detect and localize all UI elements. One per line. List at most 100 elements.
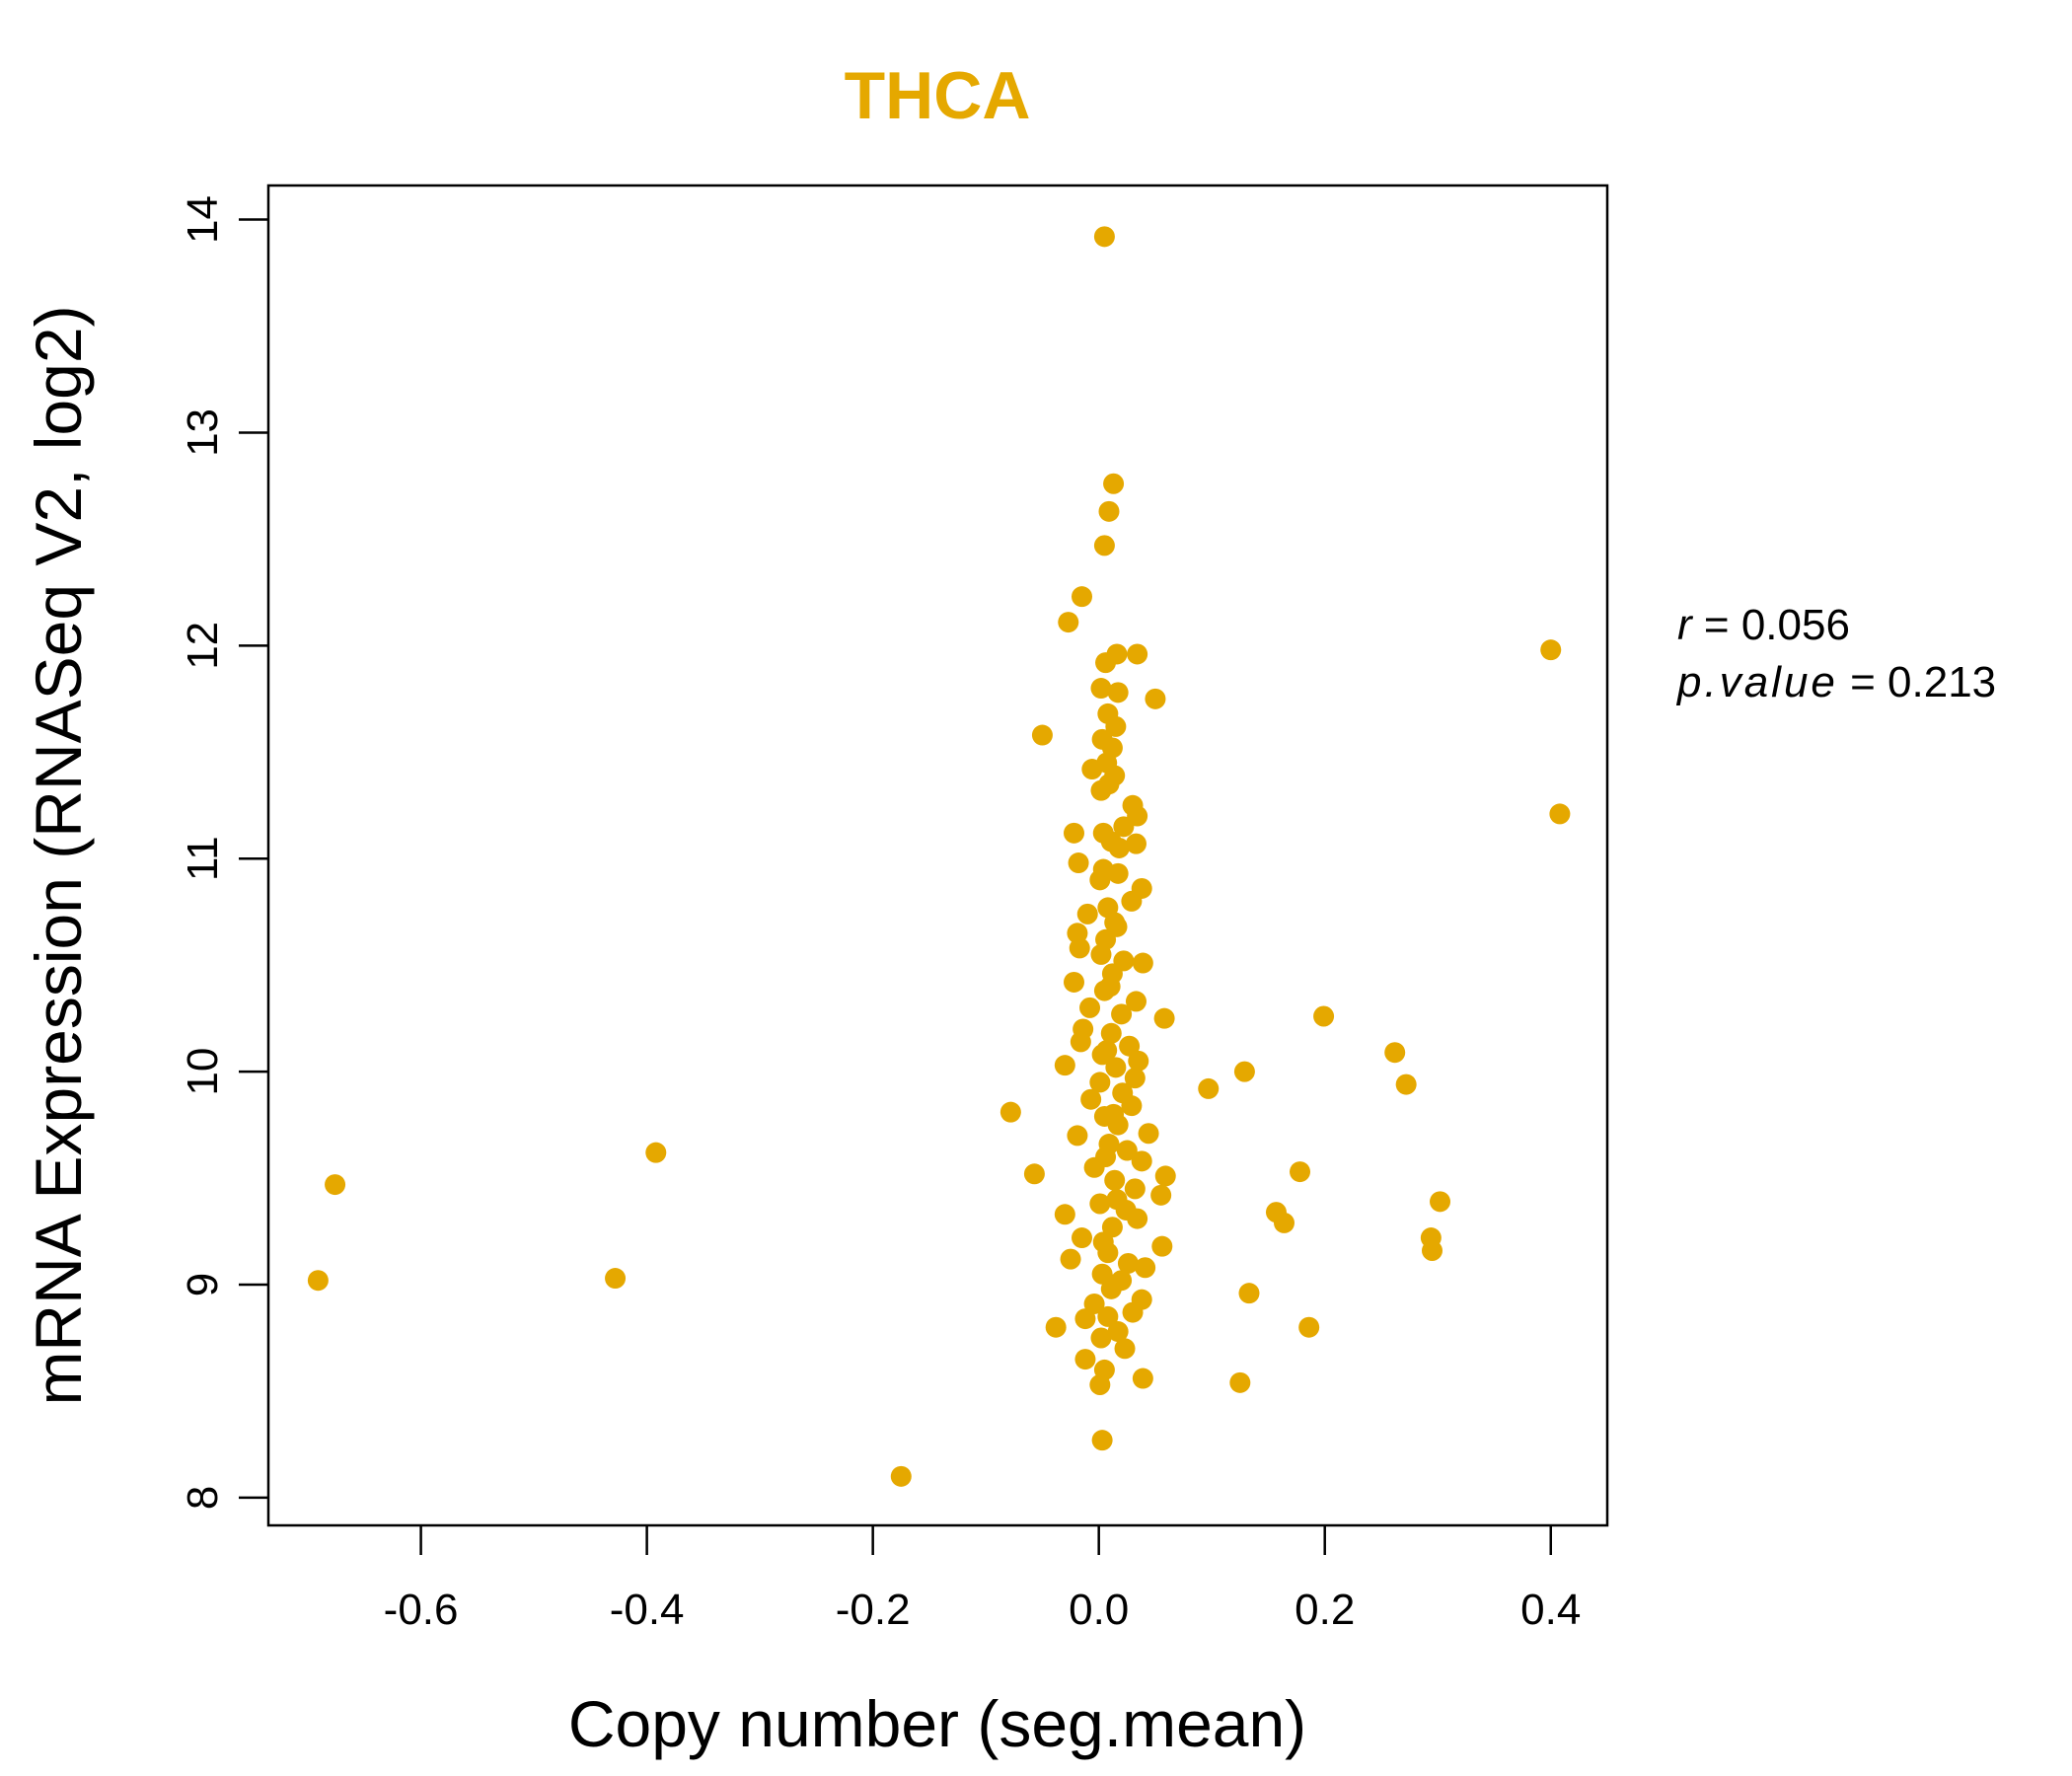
data-point (1076, 903, 1098, 925)
data-point (1128, 1050, 1149, 1072)
data-point (1132, 1368, 1153, 1389)
data-point (1089, 1193, 1111, 1215)
data-point (1070, 1031, 1091, 1053)
data-point (1105, 1057, 1127, 1078)
data-point (1095, 1146, 1117, 1167)
data-point (1121, 1095, 1143, 1117)
data-point (1093, 226, 1115, 248)
data-point (1135, 1257, 1156, 1279)
y-tick-label: 13 (179, 408, 227, 457)
data-point (1089, 1374, 1111, 1396)
x-axis-label: Copy number (seg.mean) (568, 1687, 1306, 1760)
data-point (1089, 1072, 1111, 1093)
data-point (1090, 678, 1112, 700)
data-point (1238, 1283, 1260, 1304)
data-point (1069, 937, 1090, 959)
data-point (1198, 1077, 1220, 1099)
data-point (1422, 1239, 1443, 1261)
data-point (1430, 1191, 1451, 1213)
data-point (1072, 586, 1093, 608)
data-point (1125, 991, 1147, 1012)
data-point (1138, 1123, 1159, 1145)
data-point (1072, 1227, 1093, 1249)
data-point (1127, 1208, 1148, 1229)
y-tick-label: 12 (179, 622, 227, 670)
data-point (1097, 1305, 1119, 1327)
data-point (1068, 852, 1089, 874)
data-point (1233, 1061, 1255, 1082)
data-point (1060, 1248, 1081, 1270)
data-point (1124, 1178, 1146, 1200)
data-point (1079, 997, 1101, 1018)
data-point (1099, 976, 1121, 998)
y-axis: 8 9 10 11 12 13 14 (179, 195, 268, 1510)
data-point (1145, 688, 1166, 709)
data-point (1313, 1005, 1335, 1027)
data-point (307, 1270, 329, 1292)
data-point (1054, 1055, 1075, 1076)
y-tick-label: 9 (179, 1273, 227, 1296)
data-point (1093, 535, 1115, 556)
data-point (1151, 1235, 1173, 1257)
data-point (1101, 1274, 1123, 1295)
data-point (1122, 1301, 1144, 1323)
data-point (1092, 1231, 1114, 1253)
p-equals: = (1850, 658, 1887, 706)
data-point (1384, 1042, 1406, 1064)
data-point (1107, 1321, 1129, 1343)
data-point (1098, 500, 1120, 522)
data-point (1395, 1073, 1417, 1095)
data-point (999, 1101, 1021, 1123)
data-point (890, 1465, 912, 1487)
data-point (1103, 473, 1125, 494)
correlation-stat: r = 0.056 (1677, 601, 1850, 649)
data-point (1083, 1293, 1105, 1314)
plot-frame (266, 184, 1609, 1527)
data-point (1107, 682, 1129, 703)
data-point (1074, 1349, 1096, 1370)
data-point (1131, 1150, 1152, 1172)
data-point (1111, 1003, 1133, 1025)
data-point (1229, 1371, 1251, 1393)
y-tick-label: 10 (179, 1048, 227, 1096)
data-point (1092, 858, 1114, 880)
data-point (1063, 971, 1084, 993)
r-label: r (1677, 601, 1694, 649)
data-point (1540, 639, 1562, 661)
data-point (1101, 1217, 1123, 1238)
y-axis-label: mRNA Expression (RNASeq V2, log2) (22, 305, 95, 1405)
p-value: 0.213 (1887, 658, 1996, 706)
data-point (1067, 1125, 1088, 1147)
data-point (1114, 1338, 1136, 1360)
x-tick-label: 0.4 (1520, 1586, 1581, 1634)
data-point (1095, 652, 1117, 674)
data-point (1117, 1252, 1139, 1274)
data-point (1154, 1165, 1176, 1187)
x-tick-label: 0.2 (1295, 1586, 1355, 1634)
data-point (1105, 715, 1127, 737)
data-point (1045, 1316, 1067, 1338)
y-tick-label: 14 (179, 195, 227, 244)
data-point (1104, 912, 1126, 933)
data-point (1054, 1204, 1075, 1225)
data-point (1549, 803, 1571, 825)
r-equals: = (1704, 601, 1741, 649)
data-point (1063, 822, 1084, 844)
data-point (1132, 952, 1153, 974)
data-point (1023, 1163, 1045, 1185)
data-point (1298, 1316, 1320, 1338)
data-point (1080, 1088, 1102, 1110)
data-point (1096, 1040, 1118, 1062)
x-tick-label: 0.0 (1069, 1586, 1129, 1634)
data-point (325, 1174, 346, 1196)
data-point (1104, 1169, 1126, 1191)
data-point (1113, 816, 1135, 838)
data-point (1108, 837, 1130, 858)
p-label: p.value (1675, 658, 1838, 706)
data-point (1090, 943, 1112, 965)
x-axis: -0.6 -0.4 -0.2 0.0 0.2 0.4 (384, 1525, 1581, 1634)
data-point (1106, 1189, 1128, 1211)
data-point (645, 1142, 667, 1163)
data-point (1153, 1007, 1175, 1029)
